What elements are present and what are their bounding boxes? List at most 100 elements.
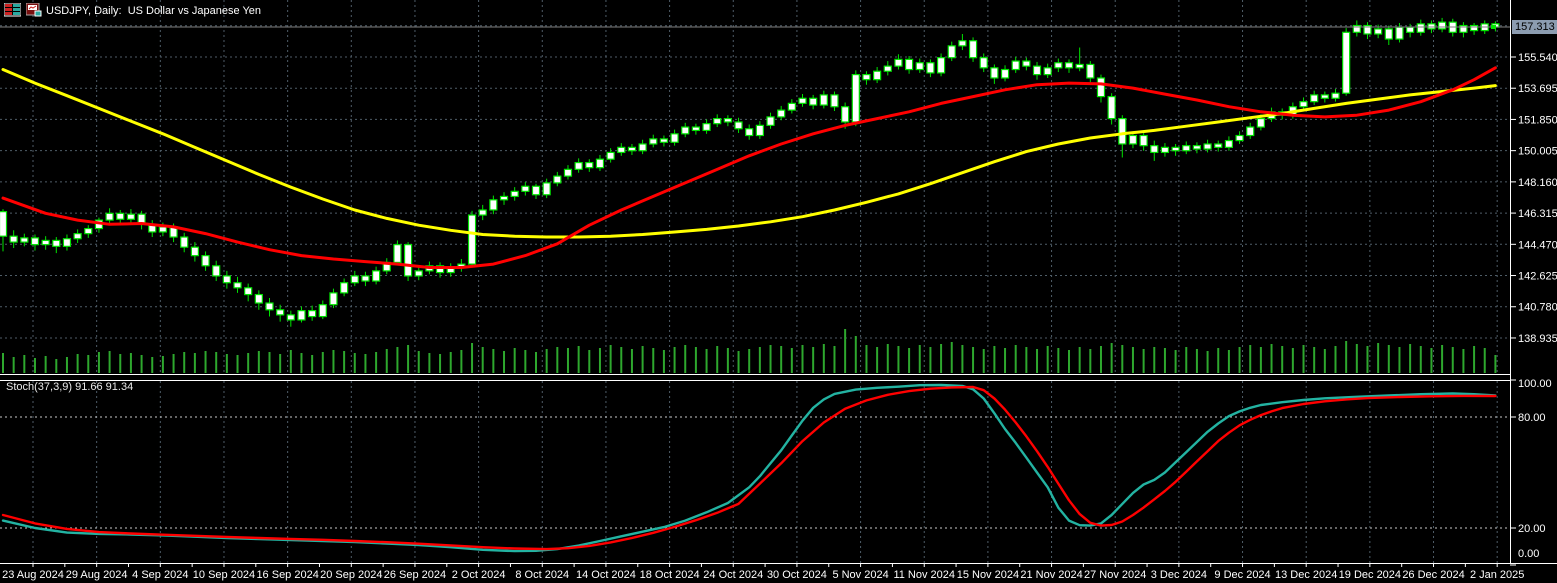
time-axis-label: 15 Nov 2024 bbox=[957, 569, 1019, 581]
candle-body bbox=[659, 138, 669, 143]
candle-body bbox=[190, 246, 199, 257]
candle-body bbox=[1224, 139, 1234, 148]
candle-body bbox=[1342, 31, 1351, 94]
candle-body bbox=[585, 161, 594, 169]
candle-body bbox=[244, 287, 253, 296]
candle-body bbox=[766, 116, 775, 126]
time-axis-label: 23 Aug 2024 bbox=[2, 569, 64, 581]
ma-slow-yellow-line bbox=[1, 68, 1497, 239]
candle-body bbox=[1139, 134, 1148, 147]
stoch-tick-label: 100.00 bbox=[1518, 378, 1552, 390]
candle-body bbox=[755, 124, 764, 137]
candle-body bbox=[1192, 145, 1202, 150]
time-axis-label: 20 Sep 2024 bbox=[320, 569, 382, 581]
candle-body bbox=[435, 265, 445, 274]
candle-body bbox=[1416, 23, 1425, 33]
price-tick-label: 140.780 bbox=[1518, 302, 1557, 314]
price-tick-label: 138.935 bbox=[1518, 333, 1557, 345]
candle-body bbox=[297, 310, 306, 321]
candle-body bbox=[499, 195, 509, 201]
time-axis-label: 10 Sep 2024 bbox=[193, 569, 255, 581]
candle-body bbox=[1043, 67, 1052, 76]
candle-body bbox=[105, 212, 114, 221]
candle-body bbox=[9, 235, 18, 243]
candle-body bbox=[1235, 134, 1244, 142]
candle-body bbox=[1246, 126, 1255, 137]
time-axis-label: 16 Sep 2024 bbox=[256, 569, 318, 581]
candle-body bbox=[1406, 26, 1415, 33]
candle-body bbox=[617, 146, 626, 154]
time-axis-label: 27 Nov 2024 bbox=[1084, 569, 1146, 581]
time-axis-label: 3 Dec 2024 bbox=[1151, 569, 1207, 581]
candle-body bbox=[521, 185, 530, 192]
candle-body bbox=[1150, 145, 1159, 154]
candle-body bbox=[1256, 117, 1265, 128]
candle-body bbox=[1320, 94, 1329, 99]
candle-body bbox=[926, 62, 935, 74]
candle-body bbox=[1469, 24, 1479, 32]
time-axis-label: 14 Oct 2024 bbox=[576, 569, 636, 581]
candle-body bbox=[979, 57, 988, 69]
candle-body bbox=[308, 310, 317, 318]
candle-body bbox=[222, 275, 231, 284]
time-axis-label: 21 Nov 2024 bbox=[1020, 569, 1082, 581]
candle-body bbox=[1000, 68, 1010, 79]
candle-body bbox=[62, 238, 72, 247]
candle-body bbox=[1118, 117, 1127, 145]
candle-body bbox=[713, 117, 722, 125]
candle-body bbox=[372, 270, 381, 282]
candle-body bbox=[638, 143, 647, 152]
candle-body bbox=[329, 292, 338, 306]
candle-body bbox=[1437, 21, 1447, 30]
time-axis-label: 4 Sep 2024 bbox=[132, 569, 188, 581]
candle-body bbox=[563, 168, 573, 177]
candle-body bbox=[1096, 77, 1106, 98]
chart-shortcut-icon[interactable] bbox=[26, 3, 42, 17]
time-axis-label: 30 Oct 2024 bbox=[767, 569, 827, 581]
candle-body bbox=[478, 209, 487, 216]
candle-body bbox=[1054, 62, 1063, 69]
candle-body bbox=[1331, 92, 1340, 99]
stochastic-indicator-label: Stoch(37,3,9) 91.66 91.34 bbox=[6, 381, 134, 393]
time-axis-label: 5 Nov 2024 bbox=[832, 569, 888, 581]
candle-body bbox=[745, 128, 754, 137]
candle-body bbox=[894, 58, 903, 67]
candle-body bbox=[1395, 26, 1404, 40]
candle-body bbox=[30, 237, 40, 246]
time-axis-label: 8 Oct 2024 bbox=[515, 569, 569, 581]
candle-body bbox=[1107, 95, 1116, 120]
candle-body bbox=[212, 265, 221, 277]
candle-body bbox=[286, 314, 295, 321]
candle-body bbox=[819, 94, 828, 106]
candle-body bbox=[1086, 63, 1095, 79]
candle-body bbox=[52, 239, 61, 247]
price-tick-label: 148.160 bbox=[1518, 177, 1557, 189]
candle-body bbox=[265, 302, 274, 311]
candle-body bbox=[670, 133, 679, 143]
candle-body bbox=[1427, 23, 1436, 30]
candle-body bbox=[201, 255, 210, 267]
candle-body bbox=[350, 275, 359, 284]
candle-body bbox=[627, 146, 637, 152]
candle-body bbox=[1310, 94, 1319, 103]
candle-body bbox=[1203, 143, 1212, 150]
candle-body bbox=[595, 158, 605, 169]
candle-body bbox=[1374, 28, 1383, 35]
candle-body bbox=[958, 40, 967, 47]
candle-body bbox=[606, 151, 615, 160]
candle-body bbox=[542, 182, 551, 196]
candle-body bbox=[702, 123, 711, 132]
candle-body bbox=[1384, 28, 1393, 40]
candle-body bbox=[915, 62, 924, 71]
candle-body bbox=[553, 175, 562, 184]
price-tick-label: 155.540 bbox=[1518, 52, 1557, 64]
candle-body bbox=[531, 185, 541, 196]
candle-body bbox=[873, 70, 882, 81]
candle-body bbox=[883, 65, 892, 72]
market-watch-icon[interactable] bbox=[4, 3, 21, 17]
ma-fast-red-line bbox=[1, 66, 1497, 269]
time-axis-label: 2 Jan 2025 bbox=[1470, 569, 1524, 581]
